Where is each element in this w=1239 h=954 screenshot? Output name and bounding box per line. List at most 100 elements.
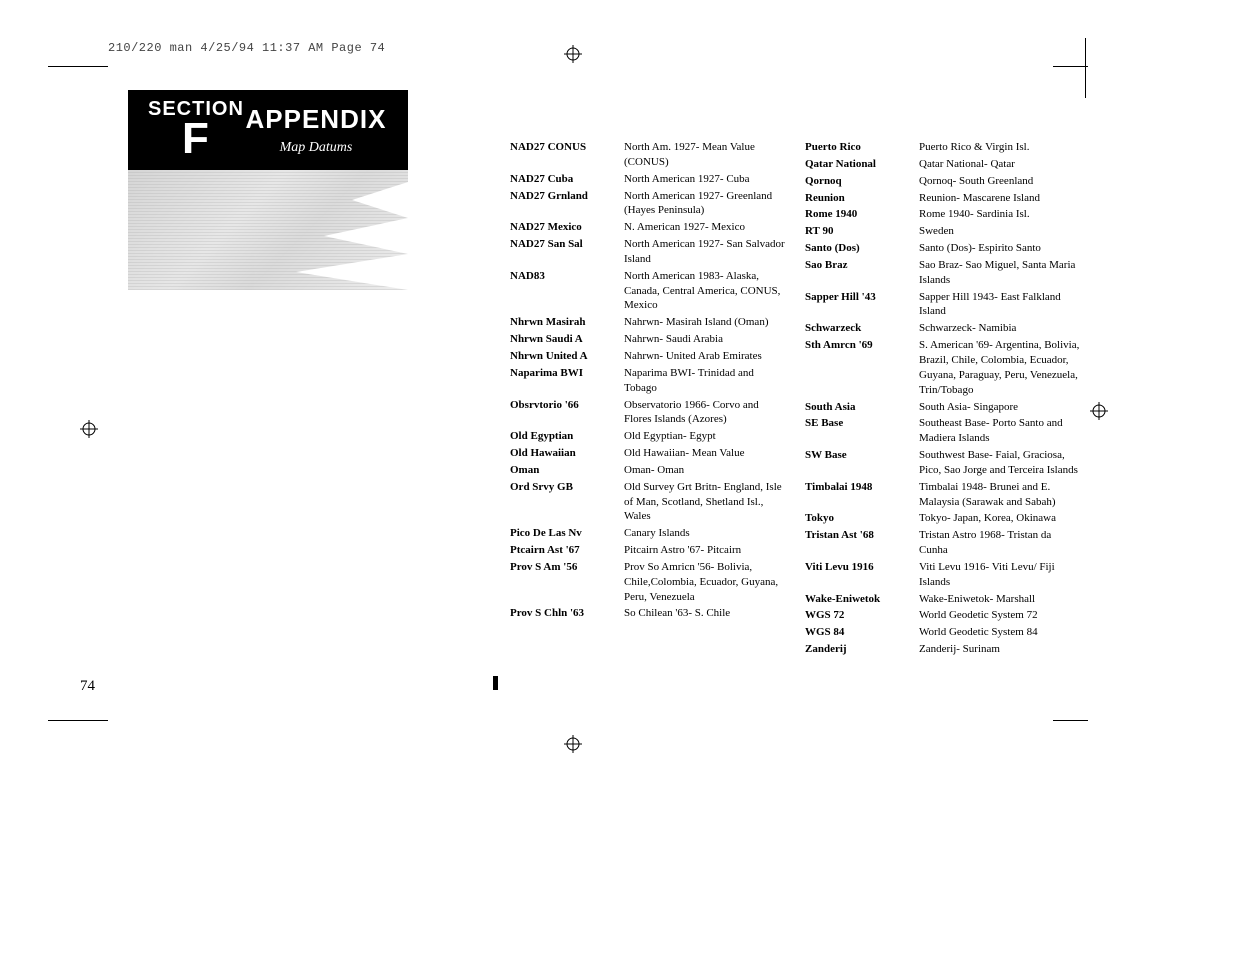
registration-mark-icon bbox=[1090, 402, 1108, 420]
datum-entry: Sapper Hill '43Sapper Hill 1943- East Fa… bbox=[805, 290, 1080, 320]
datum-entry: WGS 84World Geodetic System 84 bbox=[805, 625, 1080, 640]
datum-value: Qatar National- Qatar bbox=[919, 157, 1080, 172]
datum-entry: OmanOman- Oman bbox=[510, 463, 785, 478]
datum-entry: ReunionReunion- Mascarene Island bbox=[805, 191, 1080, 206]
datum-key: NAD83 bbox=[510, 269, 624, 314]
datum-key: Santo (Dos) bbox=[805, 241, 919, 256]
datum-value: Zanderij- Surinam bbox=[919, 642, 1080, 657]
datum-value: North American 1927- Greenland (Hayes Pe… bbox=[624, 189, 785, 219]
datum-value: World Geodetic System 84 bbox=[919, 625, 1080, 640]
left-column: NAD27 CONUSNorth Am. 1927- Mean Value (C… bbox=[510, 140, 785, 659]
datum-entry: Tristan Ast '68Tristan Astro 1968- Trist… bbox=[805, 528, 1080, 558]
datum-key: Reunion bbox=[805, 191, 919, 206]
datum-key: Prov S Am '56 bbox=[510, 560, 624, 605]
datum-key: SE Base bbox=[805, 416, 919, 446]
crop-mark bbox=[48, 720, 108, 721]
datum-value: Naparima BWI- Trinidad and Tobago bbox=[624, 366, 785, 396]
crop-mark bbox=[1085, 38, 1086, 98]
datum-entry: Naparima BWINaparima BWI- Trinidad and T… bbox=[510, 366, 785, 396]
datum-value: Old Egyptian- Egypt bbox=[624, 429, 785, 444]
datum-value: Sapper Hill 1943- East Falkland Island bbox=[919, 290, 1080, 320]
datum-key: Sapper Hill '43 bbox=[805, 290, 919, 320]
running-header: 210/220 man 4/25/94 11:37 AM Page 74 bbox=[108, 40, 385, 56]
datum-entry: Pico De Las NvCanary Islands bbox=[510, 526, 785, 541]
datum-value: Southwest Base- Faial, Graciosa, Pico, S… bbox=[919, 448, 1080, 478]
datum-entry: NAD27 CONUSNorth Am. 1927- Mean Value (C… bbox=[510, 140, 785, 170]
datum-value: Schwarzeck- Namibia bbox=[919, 321, 1080, 336]
datum-key: Tristan Ast '68 bbox=[805, 528, 919, 558]
datum-value: World Geodetic System 72 bbox=[919, 608, 1080, 623]
datum-entry: Prov S Chln '63So Chilean '63- S. Chile bbox=[510, 606, 785, 621]
datum-key: Puerto Rico bbox=[805, 140, 919, 155]
datum-entry: ZanderijZanderij- Surinam bbox=[805, 642, 1080, 657]
datum-key: Prov S Chln '63 bbox=[510, 606, 624, 621]
appendix-subtitle: Map Datums bbox=[244, 139, 388, 158]
crop-mark bbox=[48, 66, 108, 67]
datum-key: Nhrwn Saudi A bbox=[510, 332, 624, 347]
datum-key: Obsrvtorio '66 bbox=[510, 398, 624, 428]
datum-key: WGS 72 bbox=[805, 608, 919, 623]
datum-value: Old Survey Grt Britn- England, Isle of M… bbox=[624, 480, 785, 525]
datum-value: So Chilean '63- S. Chile bbox=[624, 606, 785, 621]
datum-key: Nhrwn Masirah bbox=[510, 315, 624, 330]
datum-entry: Puerto RicoPuerto Rico & Virgin Isl. bbox=[805, 140, 1080, 155]
datum-key: Tokyo bbox=[805, 511, 919, 526]
datum-key: Schwarzeck bbox=[805, 321, 919, 336]
datum-value: Qornoq- South Greenland bbox=[919, 174, 1080, 189]
datum-value: Nahrwn- Saudi Arabia bbox=[624, 332, 785, 347]
datum-key: Pico De Las Nv bbox=[510, 526, 624, 541]
datum-value: North Am. 1927- Mean Value (CONUS) bbox=[624, 140, 785, 170]
datum-entry: SW BaseSouthwest Base- Faial, Graciosa, … bbox=[805, 448, 1080, 478]
datum-entry: Old EgyptianOld Egyptian- Egypt bbox=[510, 429, 785, 444]
section-letter: F bbox=[148, 117, 244, 161]
datum-value: Nahrwn- Masirah Island (Oman) bbox=[624, 315, 785, 330]
datum-key: NAD27 CONUS bbox=[510, 140, 624, 170]
datum-key: Timbalai 1948 bbox=[805, 480, 919, 510]
datum-value: Sao Braz- Sao Miguel, Santa Maria Island… bbox=[919, 258, 1080, 288]
page-number: 74 bbox=[80, 676, 95, 696]
datum-value: North American 1927- San Salvador Island bbox=[624, 237, 785, 267]
datum-entry: Nhrwn Saudi ANahrwn- Saudi Arabia bbox=[510, 332, 785, 347]
title-bar: SECTION F APPENDIX Map Datums bbox=[128, 90, 408, 170]
datum-key: Nhrwn United A bbox=[510, 349, 624, 364]
datum-entry: SchwarzeckSchwarzeck- Namibia bbox=[805, 321, 1080, 336]
datum-entry: NAD27 GrnlandNorth American 1927- Greenl… bbox=[510, 189, 785, 219]
datum-value: Wake-Eniwetok- Marshall bbox=[919, 592, 1080, 607]
datum-value: Reunion- Mascarene Island bbox=[919, 191, 1080, 206]
datum-entry: Obsrvtorio '66Observatorio 1966- Corvo a… bbox=[510, 398, 785, 428]
datum-key: SW Base bbox=[805, 448, 919, 478]
datum-value: Timbalai 1948- Brunei and E. Malaysia (S… bbox=[919, 480, 1080, 510]
datum-entry: Timbalai 1948Timbalai 1948- Brunei and E… bbox=[805, 480, 1080, 510]
datum-value: South Asia- Singapore bbox=[919, 400, 1080, 415]
datum-value: N. American 1927- Mexico bbox=[624, 220, 785, 235]
datum-key: NAD27 San Sal bbox=[510, 237, 624, 267]
datum-entry: Nhrwn United ANahrwn- United Arab Emirat… bbox=[510, 349, 785, 364]
datum-key: Ptcairn Ast '67 bbox=[510, 543, 624, 558]
datum-key: NAD27 Cuba bbox=[510, 172, 624, 187]
datum-value: North American 1983- Alaska, Canada, Cen… bbox=[624, 269, 785, 314]
datum-key: WGS 84 bbox=[805, 625, 919, 640]
datum-key: Rome 1940 bbox=[805, 207, 919, 222]
datum-value: North American 1927- Cuba bbox=[624, 172, 785, 187]
datum-value: Nahrwn- United Arab Emirates bbox=[624, 349, 785, 364]
datum-entry: Old HawaiianOld Hawaiian- Mean Value bbox=[510, 446, 785, 461]
appendix-title-block: APPENDIX Map Datums bbox=[244, 102, 388, 158]
datum-key: NAD27 Mexico bbox=[510, 220, 624, 235]
right-column: Puerto RicoPuerto Rico & Virgin Isl. Qata… bbox=[805, 140, 1080, 659]
datum-key: Qatar National bbox=[805, 157, 919, 172]
datum-value: Observatorio 1966- Corvo and Flores Isla… bbox=[624, 398, 785, 428]
datum-key: RT 90 bbox=[805, 224, 919, 239]
datum-value: Viti Levu 1916- Viti Levu/ Fiji Islands bbox=[919, 560, 1080, 590]
datum-entry: Nhrwn MasirahNahrwn- Masirah Island (Oma… bbox=[510, 315, 785, 330]
appendix-title: APPENDIX bbox=[244, 102, 388, 137]
datum-entry: Qatar NationalQatar National- Qatar bbox=[805, 157, 1080, 172]
datum-key: Zanderij bbox=[805, 642, 919, 657]
datum-value: Tokyo- Japan, Korea, Okinawa bbox=[919, 511, 1080, 526]
datum-value: Rome 1940- Sardinia Isl. bbox=[919, 207, 1080, 222]
registration-mark-icon bbox=[80, 420, 98, 438]
datum-value: Pitcairn Astro '67- Pitcairn bbox=[624, 543, 785, 558]
datum-entry: Sao BrazSao Braz- Sao Miguel, Santa Mari… bbox=[805, 258, 1080, 288]
datum-entry: TokyoTokyo- Japan, Korea, Okinawa bbox=[805, 511, 1080, 526]
datum-value: Tristan Astro 1968- Tristan da Cunha bbox=[919, 528, 1080, 558]
section-label: SECTION F bbox=[148, 99, 244, 161]
